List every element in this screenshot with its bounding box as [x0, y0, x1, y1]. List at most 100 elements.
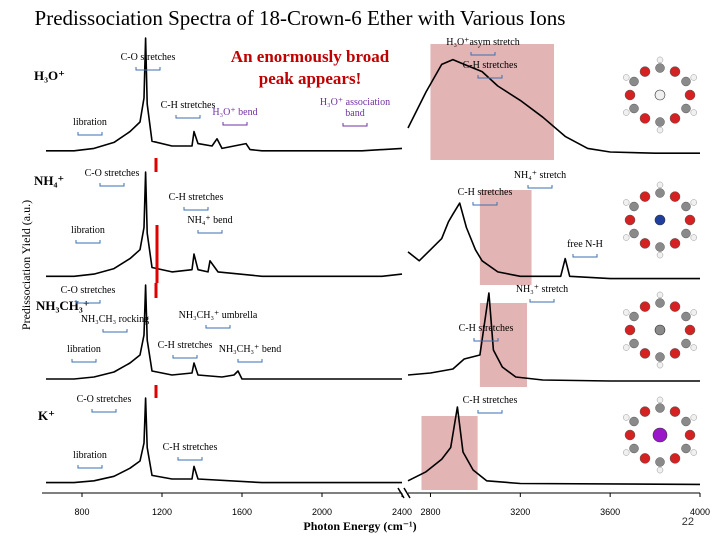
annotation-bracket-1-6 — [572, 254, 598, 258]
central-ion-icon-1 — [654, 214, 666, 226]
annotation-label-0-3: H₃O⁺ bend — [212, 107, 257, 118]
atom-icon-1-3 — [655, 242, 665, 252]
atom-icon-1-8 — [639, 191, 651, 202]
annotation-bracket-0-6 — [477, 75, 503, 79]
annotation-bracket-1-5 — [472, 202, 498, 206]
annotation-label-2-1: NH₃CH₃ rocking — [81, 314, 149, 325]
highlight-region-0 — [430, 44, 554, 160]
highlight-region-2 — [479, 303, 528, 387]
atom-icon-0-3 — [655, 117, 665, 127]
atom-icon-1-0 — [684, 214, 696, 226]
atom-icon-2-3 — [655, 352, 665, 362]
annotation-label-0-4: H₃O⁺ association — [320, 97, 390, 108]
ion-label-0: H₃O⁺ — [34, 68, 65, 83]
annotation-bracket-2-1 — [102, 329, 128, 333]
central-ion-icon-0 — [654, 89, 666, 101]
annotation-bracket-3-1 — [77, 465, 103, 469]
atom-icon-3-9 — [655, 403, 665, 413]
hydrogen-atom-icon-2-5 — [622, 344, 630, 351]
x-tick-label-2400: 2400 — [392, 507, 412, 517]
hydrogen-atom-icon-2-9 — [656, 291, 664, 299]
atom-icon-2-1 — [681, 338, 691, 349]
annotation-bracket-2-0 — [75, 300, 101, 304]
annotation-bracket-0-5 — [470, 52, 496, 56]
annotation-label-2-6: NH₃⁺ stretch — [516, 284, 568, 295]
annotation-bracket-0-0 — [135, 67, 161, 71]
atom-icon-0-8 — [639, 66, 651, 77]
x-axis-label: Photon Energy (cm⁻¹) — [303, 519, 416, 533]
central-ion-icon-2 — [654, 324, 666, 336]
atom-icon-3-11 — [681, 416, 691, 427]
annotation-label-1-4: NH₄⁺ stretch — [514, 170, 566, 181]
annotation-label-2-4: C-H stretches — [158, 340, 213, 351]
central-ion-icon-3 — [652, 427, 668, 443]
atom-icon-0-4 — [639, 113, 651, 124]
annotation-label-1-0: C-O stretches — [85, 168, 140, 179]
annotation-bracket-2-2 — [71, 359, 97, 363]
hydrogen-atom-icon-3-5 — [622, 449, 630, 456]
annotation-bracket-2-3 — [205, 325, 231, 329]
hydrogen-atom-icon-0-11 — [690, 74, 698, 81]
atom-icon-3-6 — [624, 429, 636, 441]
atom-icon-3-8 — [639, 406, 651, 417]
atom-icon-1-4 — [639, 238, 651, 249]
atom-icon-3-1 — [681, 443, 691, 454]
hydrogen-atom-icon-0-5 — [622, 109, 630, 116]
annotation-label-3-2: C-H stretches — [163, 442, 218, 453]
ion-label-3: K⁺ — [38, 408, 55, 423]
annotation-label-0-4: band — [345, 108, 364, 119]
hydrogen-atom-icon-3-3 — [656, 466, 664, 474]
crown-ether-molecule-icon-3 — [622, 396, 698, 474]
atom-icon-1-2 — [669, 238, 681, 249]
ion-label-1: NH₄⁺ — [34, 173, 64, 188]
atom-icon-2-11 — [681, 311, 691, 322]
atom-icon-0-9 — [655, 63, 665, 73]
hydrogen-atom-icon-1-1 — [690, 234, 698, 241]
atom-icon-0-5 — [629, 103, 639, 114]
atom-icon-0-11 — [681, 76, 691, 87]
annotation-bracket-1-0 — [99, 183, 125, 187]
hydrogen-atom-icon-2-11 — [690, 309, 698, 316]
annotation-label-0-6: C-H stretches — [463, 60, 518, 71]
atom-icon-1-9 — [655, 188, 665, 198]
annotation-bracket-1-2 — [183, 207, 209, 211]
atom-icon-2-2 — [669, 348, 681, 359]
annotation-label-2-3: NH₃CH₃⁺ umbrella — [179, 310, 258, 321]
x-tick-label-800: 800 — [74, 507, 89, 517]
atom-icon-1-1 — [681, 228, 691, 239]
hydrogen-atom-icon-3-11 — [690, 414, 698, 421]
annotation-label-1-2: C-H stretches — [169, 192, 224, 203]
annotation-label-0-1: libration — [73, 117, 107, 128]
spectrum-trace-k-0 — [46, 397, 402, 484]
hydrogen-atom-icon-1-3 — [656, 251, 664, 259]
crown-ether-molecule-icon-1 — [622, 181, 698, 259]
y-axis-label: Predissociation Yield (a.u.) — [19, 200, 33, 330]
annotation-label-0-0: C-O stretches — [121, 52, 176, 63]
x-tick-label-4000: 4000 — [690, 507, 710, 517]
atom-icon-3-0 — [684, 429, 696, 441]
annotation-bracket-2-7 — [473, 338, 499, 342]
atom-icon-0-1 — [681, 103, 691, 114]
hydrogen-atom-icon-0-3 — [656, 126, 664, 134]
hydrogen-atom-icon-2-1 — [690, 344, 698, 351]
annotation-bracket-0-2 — [175, 115, 201, 119]
annotation-bracket-0-1 — [77, 132, 103, 136]
hydrogen-atom-icon-1-11 — [690, 199, 698, 206]
annotation-bracket-2-4 — [172, 355, 198, 359]
atom-icon-1-6 — [624, 214, 636, 226]
annotation-label-3-3: C-H stretches — [463, 395, 518, 406]
atom-icon-2-10 — [669, 301, 681, 312]
hydrogen-atom-icon-2-3 — [656, 361, 664, 369]
atom-icon-0-7 — [629, 76, 639, 87]
hydrogen-atom-icon-0-1 — [690, 109, 698, 116]
annotation-bracket-0-3 — [222, 122, 248, 126]
atom-icon-0-2 — [669, 113, 681, 124]
atom-icon-3-7 — [629, 416, 639, 427]
atom-icon-3-10 — [669, 406, 681, 417]
atom-icon-0-10 — [669, 66, 681, 77]
atom-icon-2-9 — [655, 298, 665, 308]
atom-icon-2-5 — [629, 338, 639, 349]
x-tick-label-2800: 2800 — [420, 507, 440, 517]
highlight-region-1 — [479, 190, 532, 285]
